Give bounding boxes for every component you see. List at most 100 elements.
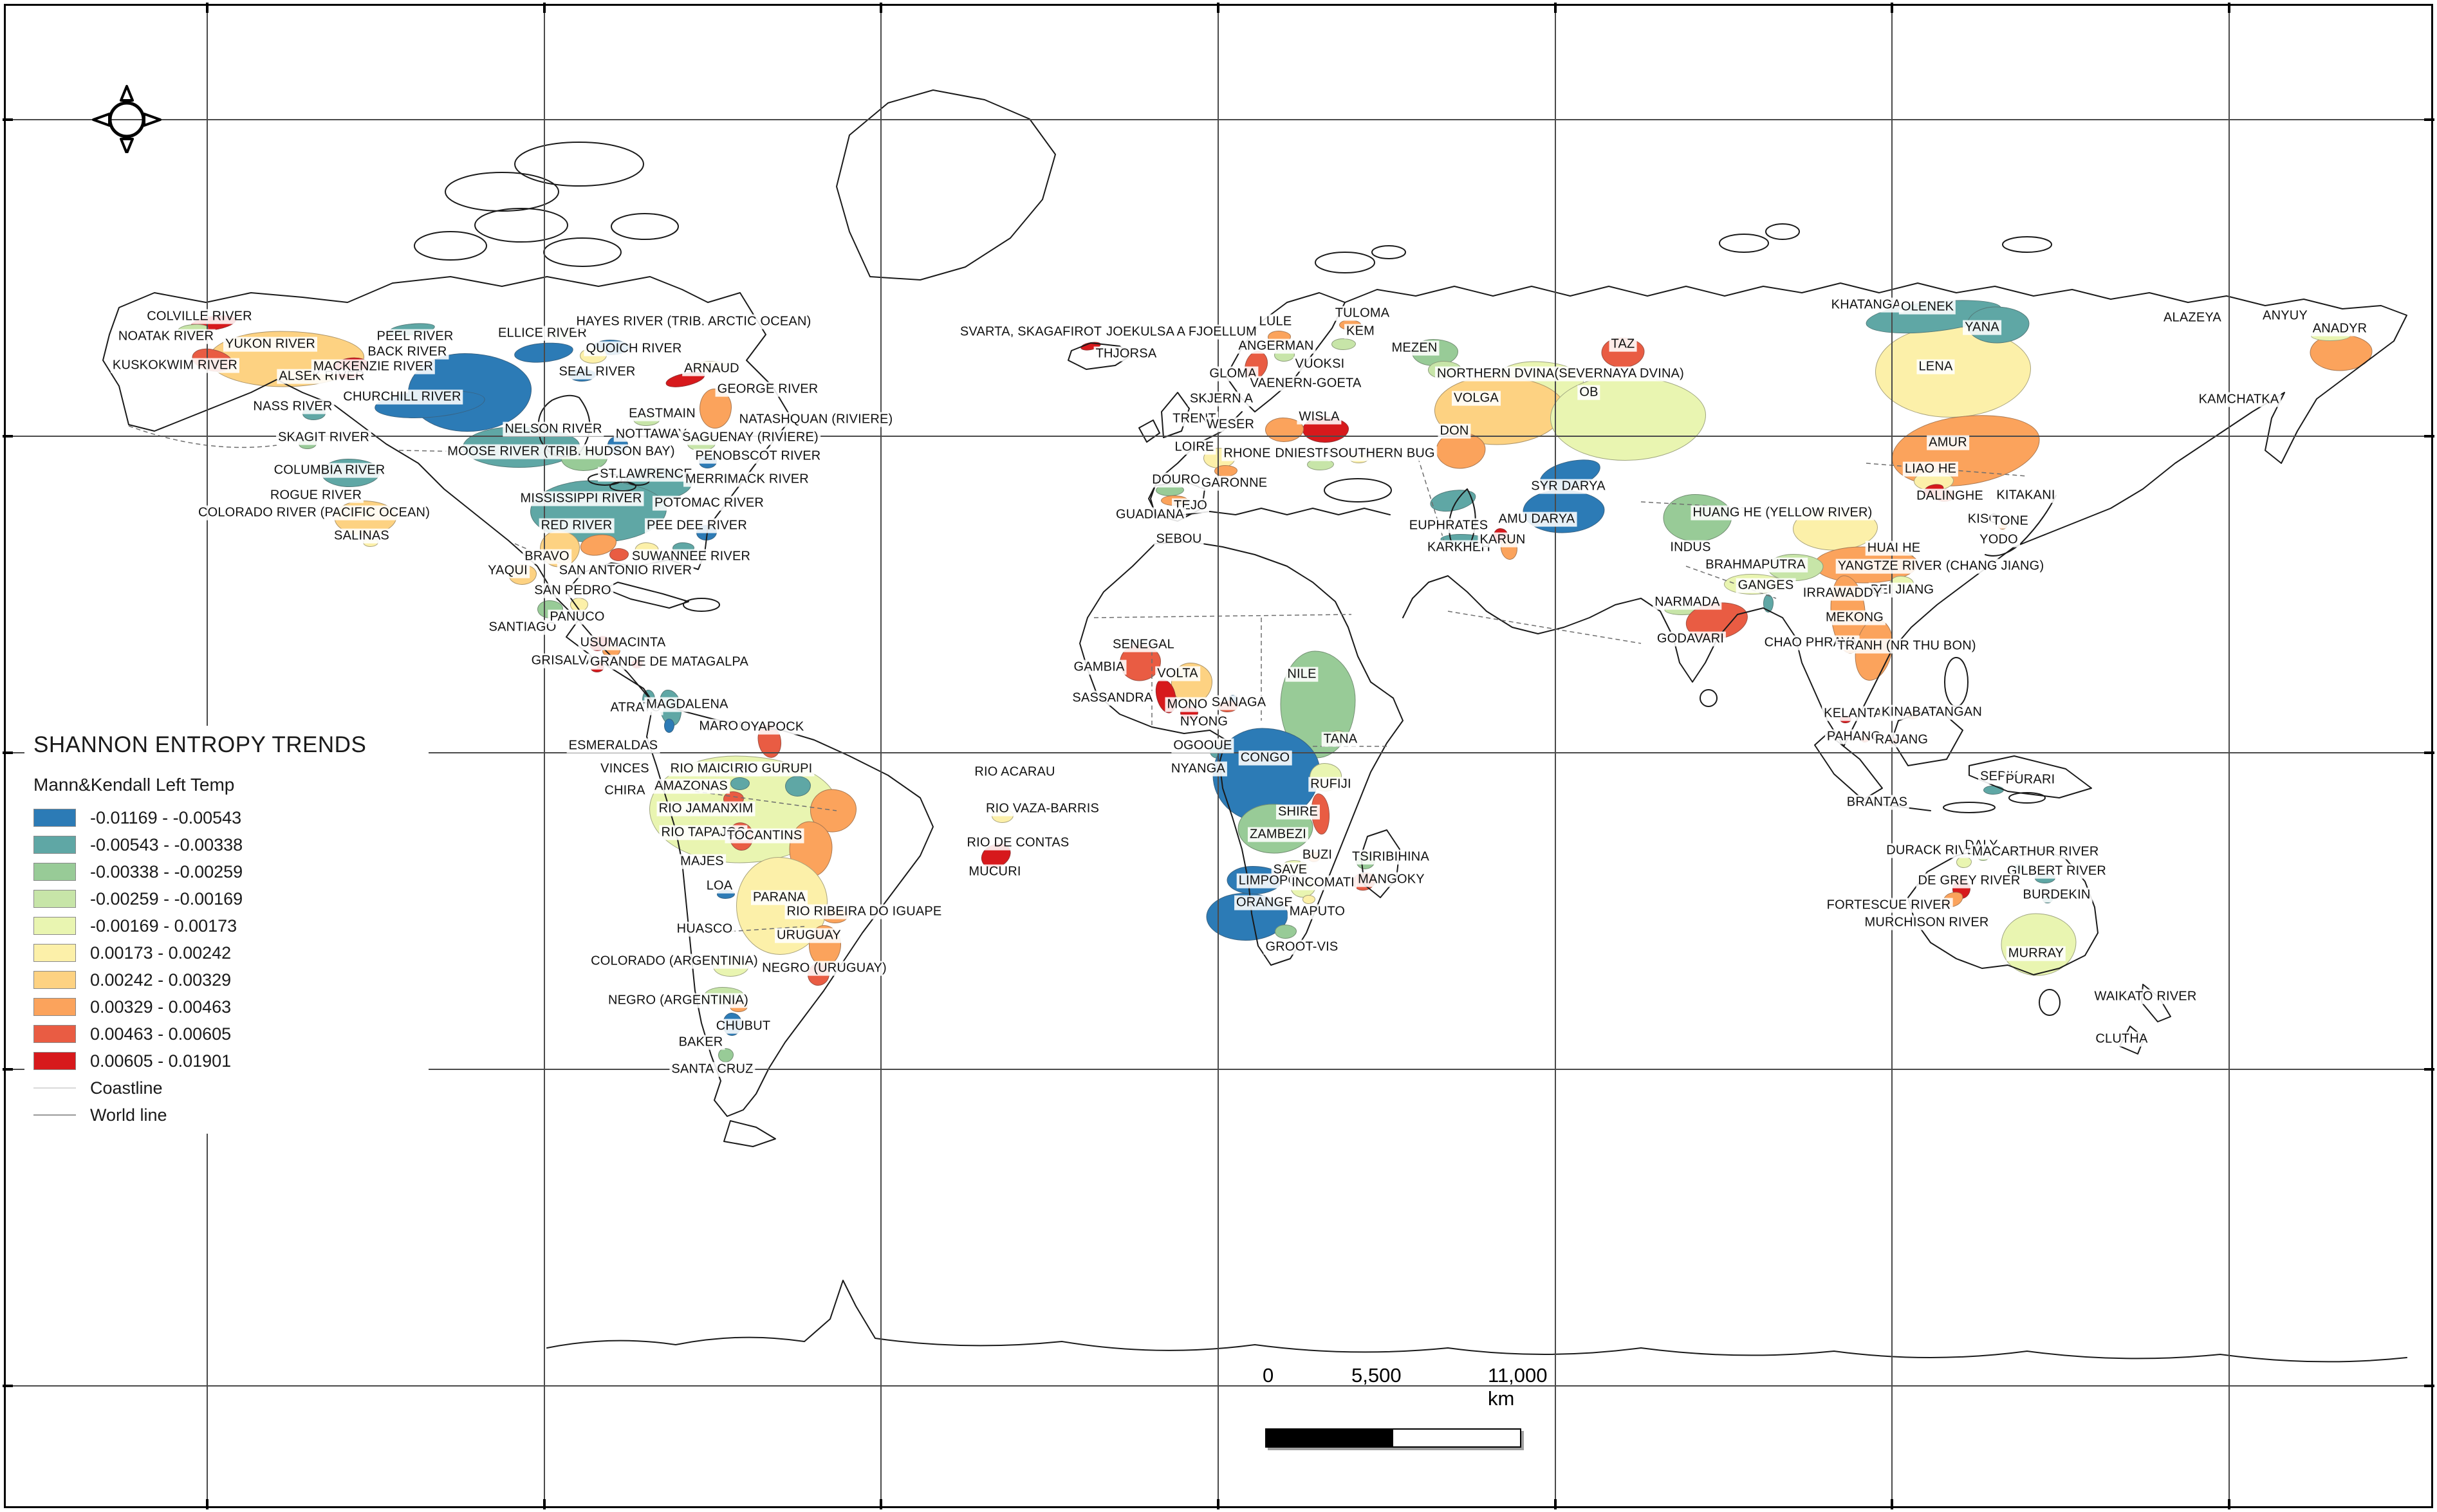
- basin-label: BAKER: [676, 1035, 725, 1050]
- basin-label: SHIRE: [1275, 804, 1320, 820]
- basin-label: HAYES RIVER (TRIB. ARCTIC OCEAN): [574, 314, 813, 329]
- basin-label: INCOMATI: [1290, 875, 1357, 890]
- basin-label: NATASHQUAN (RIVIERE): [737, 412, 895, 427]
- basin-label: SEBOU: [1154, 531, 1204, 547]
- graticule-parallel: [5, 1069, 2432, 1070]
- basin-label: HUASCO: [674, 921, 735, 937]
- frame-tick: [2424, 435, 2434, 438]
- basin-label: YUKON RIVER: [223, 337, 318, 352]
- frame-tick: [206, 3, 208, 13]
- frame-tick: [2424, 1068, 2434, 1071]
- scale-zero-label: 0: [1263, 1364, 1274, 1387]
- legend-class-row: 0.00329 - 0.00463: [33, 993, 420, 1020]
- basin-label: MONO: [1165, 697, 1210, 712]
- basin-label: PAHANG: [1824, 729, 1884, 744]
- basin-label: KAMCHATKA: [2196, 392, 2281, 407]
- basin-label: KELANTAN: [1822, 706, 1894, 721]
- legend-range-label: -0.01169 - -0.00543: [90, 807, 242, 827]
- basin-label: CONGO: [1238, 750, 1292, 766]
- basin-region: [1275, 925, 1297, 939]
- basin-label: BRAHMAPUTRA: [1703, 557, 1808, 573]
- frame-tick: [2424, 751, 2434, 754]
- legend-range-label: -0.00338 - -0.00259: [90, 862, 243, 881]
- basin-label: TRANH (NR THU BON): [1835, 638, 1978, 654]
- basin-label: PARANA: [751, 890, 808, 905]
- basin-label: LIMPOPO: [1236, 873, 1301, 889]
- basin-label: TONE: [1990, 513, 2030, 529]
- basin-label: RIO RIBEIRA DO IGUAPE: [784, 904, 944, 919]
- basin-label: NEGRO (ARGENTINIA): [606, 993, 751, 1008]
- basin-label: ORANGE: [1234, 895, 1295, 910]
- basin-label: COLORADO RIVER (PACIFIC OCEAN): [196, 505, 432, 521]
- basin-label: ZAMBEZI: [1247, 827, 1309, 842]
- frame-tick: [2424, 118, 2434, 121]
- legend-class-row: 0.00605 - 0.01901: [33, 1047, 420, 1074]
- legend-range-label: 0.00463 - 0.00605: [90, 1024, 232, 1044]
- graticule-meridian: [2229, 5, 2230, 1507]
- legend-swatch-10: [33, 1052, 76, 1070]
- basin-label: THJORSA: [1093, 346, 1159, 362]
- legend-range-label: 0.00242 - 0.00329: [90, 970, 232, 990]
- basin-label: NEGRO (URUGUAY): [760, 961, 889, 976]
- basin-label: VINCES: [598, 761, 651, 777]
- basin-label: RAJANG: [1873, 732, 1931, 748]
- basin-label: PENOBSCOT RIVER: [693, 448, 823, 464]
- graticule-meridian: [1555, 5, 1556, 1507]
- basin-label: MAPUTO: [1287, 904, 1348, 919]
- basin-region: [1763, 595, 1774, 613]
- legend-swatch-8: [33, 998, 76, 1016]
- legend-class-row: 0.00463 - 0.00605: [33, 1020, 420, 1047]
- basin-label: YODO: [1978, 532, 2020, 548]
- basin-label: SAGUENAY (RIVIERE): [680, 430, 820, 445]
- basin-label: BEI JIANG: [1868, 582, 1936, 598]
- legend-range-label: 0.00329 - 0.00463: [90, 997, 232, 1017]
- legend-class-row: -0.00543 - -0.00338: [33, 831, 420, 858]
- basin-label: KARUN: [1478, 532, 1528, 548]
- frame-tick: [206, 1499, 208, 1509]
- basin-label: MURRAY: [2006, 946, 2066, 961]
- basin-label: TSIRIBIHINA: [1350, 849, 1431, 865]
- basin-label: GILBERT RIVER: [2005, 863, 2109, 879]
- basin-label: INDUS: [1668, 540, 1713, 555]
- basin-label: MEZEN: [1389, 340, 1440, 356]
- basin-label: NORTHERN DVINA(SEVERNAYA DVINA): [1434, 366, 1687, 382]
- basin-label: PANUCO: [548, 609, 607, 625]
- graticule-parallel: [5, 436, 2432, 437]
- basin-label: GAMBIA: [1071, 659, 1127, 675]
- basin-label: MACKENZIE RIVER: [311, 359, 436, 374]
- legend-subtitle: Mann&Kendall Left Temp: [33, 775, 235, 795]
- basin-label: OLENEK: [1898, 299, 1956, 315]
- legend-worldline-row: World line: [33, 1102, 420, 1129]
- basin-region: [1331, 338, 1356, 350]
- basin-label: NOATAK RIVER: [116, 329, 216, 344]
- basin-label: GROOT-VIS: [1263, 939, 1340, 955]
- basin-label: WISLA: [1297, 409, 1342, 425]
- basin-label: DURACK RIVER: [1884, 843, 1987, 858]
- basin-label: YAQUI: [486, 563, 530, 578]
- basin-label: SYR DARYA: [1529, 479, 1608, 494]
- basin-label: DNIESTR: [1273, 446, 1335, 461]
- world-line-label: World line: [90, 1105, 167, 1125]
- basin-label: WESER: [1204, 417, 1257, 432]
- graticule-parallel: [5, 1385, 2432, 1387]
- basin-label: VAENERN-GOETA: [1248, 376, 1364, 391]
- basin-label: GEORGE RIVER: [715, 382, 820, 397]
- basin-label: BRANTAS: [1844, 795, 1910, 810]
- basin-label: SAN ANTONIO RIVER: [557, 563, 694, 578]
- basin-label: NELSON RIVER: [503, 421, 604, 437]
- basin-label: RIO GURUPI: [732, 761, 815, 777]
- basin-label: AMU DARYA: [1496, 512, 1577, 527]
- graticule-meridian: [544, 5, 545, 1507]
- basin-label: DALINGHE: [1914, 488, 1985, 504]
- basin-label: NYONG: [1178, 714, 1230, 730]
- basin-label: TANA: [1321, 732, 1360, 747]
- frame-tick: [3, 435, 13, 438]
- frame-tick: [880, 1499, 882, 1509]
- basin-label: MAGDALENA: [644, 697, 730, 712]
- basin-label: RIO VAZA-BARRIS: [984, 801, 1101, 816]
- legend-class-row: 0.00173 - 0.00242: [33, 939, 420, 966]
- basin-label: RHONE: [1221, 446, 1273, 461]
- basin-label: ESMERALDAS: [566, 738, 660, 753]
- basin-label: LULE: [1257, 314, 1294, 329]
